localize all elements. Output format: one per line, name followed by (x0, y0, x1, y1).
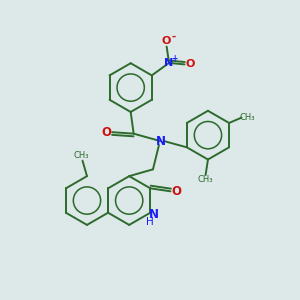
Text: O: O (162, 36, 171, 46)
Text: N: N (155, 135, 165, 148)
Text: O: O (101, 126, 111, 139)
Text: CH₃: CH₃ (240, 112, 255, 122)
Text: +: + (171, 54, 178, 63)
Text: N: N (164, 58, 174, 68)
Text: O: O (172, 185, 182, 198)
Text: CH₃: CH₃ (74, 151, 89, 160)
Text: N: N (149, 208, 159, 221)
Text: H: H (146, 217, 154, 227)
Text: CH₃: CH₃ (198, 175, 213, 184)
Text: O: O (186, 59, 195, 69)
Text: -: - (171, 32, 175, 42)
